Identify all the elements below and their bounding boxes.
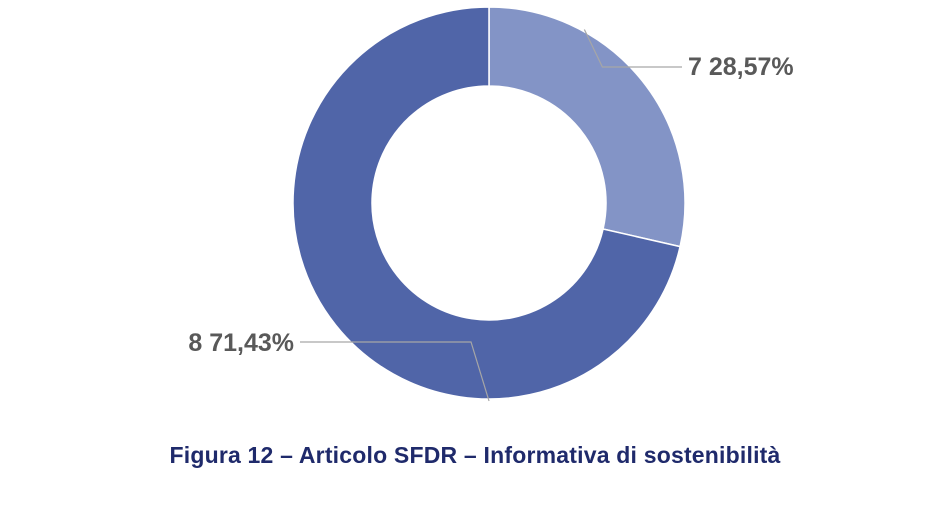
leader-line-7 [583, 29, 682, 68]
donut-chart: 7 28,57% 8 71,43% [188, 6, 794, 402]
slice-label-8: 8 71,43% [188, 329, 294, 357]
donut-slice-8 [292, 6, 681, 400]
leader-line-8 [300, 341, 490, 402]
donut-slice-7 [488, 6, 686, 248]
figure-caption: Figura 12 – Articolo SFDR – Informativa … [169, 442, 781, 468]
slice-label-7: 7 28,57% [688, 53, 794, 81]
donut-chart-svg: 7 28,57% 8 71,43% [188, 6, 794, 402]
